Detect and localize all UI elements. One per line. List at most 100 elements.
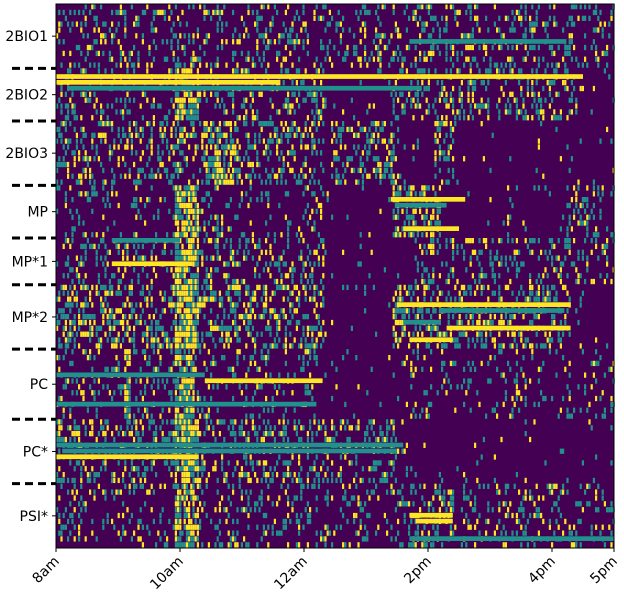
heatmap-cell xyxy=(194,284,197,291)
heatmap-cell xyxy=(203,226,206,232)
heatmap-cell xyxy=(467,91,470,97)
heatmap-cell xyxy=(537,4,540,10)
heatmap-cell xyxy=(122,319,125,326)
heatmap-cell xyxy=(106,290,109,296)
heatmap-cell xyxy=(489,319,492,326)
heatmap-cell xyxy=(267,44,270,51)
heatmap-cell xyxy=(262,355,265,361)
heatmap-cell xyxy=(214,179,217,185)
heatmap-cell xyxy=(509,197,512,203)
heatmap-cell xyxy=(564,314,567,320)
heatmap-cell xyxy=(355,44,358,51)
heatmap-cell xyxy=(562,355,565,361)
heatmap-cell xyxy=(97,156,100,162)
heatmap-cell xyxy=(137,50,140,57)
heatmap-cell xyxy=(377,167,380,174)
heatmap-cell xyxy=(97,27,100,33)
heatmap-cell xyxy=(540,249,543,255)
heatmap-cell xyxy=(342,419,345,425)
heatmap-cell xyxy=(432,15,435,21)
heatmap-cell xyxy=(174,197,177,203)
heatmap-cell xyxy=(188,179,191,185)
heatmap-cell xyxy=(260,384,263,390)
heatmap-cell xyxy=(128,290,131,296)
heatmap-cell xyxy=(192,33,195,39)
heatmap-cell xyxy=(170,144,173,150)
heatmap-cell xyxy=(124,355,127,361)
heatmap-cell xyxy=(265,395,268,402)
heatmap-cell xyxy=(137,407,140,413)
heatmap-cell xyxy=(408,343,411,349)
heatmap-cell xyxy=(185,419,188,425)
heatmap-cell xyxy=(93,4,96,10)
heatmap-cell xyxy=(295,319,298,326)
heatmap-cell xyxy=(265,355,268,361)
heatmap-cell xyxy=(188,355,191,361)
heatmap-cell xyxy=(603,243,606,250)
heatmap-cell xyxy=(309,419,312,425)
heatmap-cell xyxy=(372,431,375,437)
heatmap-cell xyxy=(284,56,287,62)
heatmap-cell xyxy=(216,243,219,250)
heatmap-cell xyxy=(518,15,521,21)
heatmap-cell xyxy=(183,226,186,232)
heatmap-cell xyxy=(397,185,400,191)
heatmap-cell xyxy=(194,319,197,326)
heatmap-cell xyxy=(276,314,279,320)
heatmap-cell xyxy=(113,273,116,279)
heatmap-cell xyxy=(474,343,477,349)
heatmap-cell xyxy=(564,39,567,45)
heatmap-cell xyxy=(172,50,175,57)
heatmap-cell xyxy=(564,80,567,86)
heatmap-cell xyxy=(185,132,188,138)
heatmap-cell xyxy=(64,161,67,168)
heatmap-cell xyxy=(522,355,525,361)
heatmap-cell xyxy=(229,366,232,372)
heatmap-cell xyxy=(463,109,466,115)
heatmap-cell xyxy=(170,126,173,133)
heatmap-cell xyxy=(89,290,92,296)
heatmap-cell xyxy=(69,208,72,214)
heatmap-cell xyxy=(551,44,554,51)
heatmap-cell xyxy=(60,179,63,185)
heatmap-cell xyxy=(364,27,367,33)
heatmap-cell xyxy=(485,238,488,244)
heatmap-cell xyxy=(139,366,142,372)
heatmap-cell xyxy=(441,349,444,355)
heatmap-cell xyxy=(293,419,296,425)
heatmap-cell xyxy=(106,103,109,109)
heatmap-cell xyxy=(513,255,516,261)
heatmap-cell xyxy=(199,431,202,437)
heatmap-cell xyxy=(177,360,180,367)
heatmap-cell xyxy=(480,360,483,367)
heatmap-cell xyxy=(295,284,298,291)
heatmap-cell xyxy=(313,349,316,355)
heatmap-cell xyxy=(282,390,285,396)
heatmap-cell xyxy=(100,296,103,302)
heatmap-cell xyxy=(562,56,565,62)
heatmap-cell xyxy=(359,9,362,16)
heatmap-cell xyxy=(469,314,472,320)
heatmap-cell xyxy=(150,255,153,261)
heatmap-cell xyxy=(322,15,325,21)
heatmap-cell xyxy=(218,103,221,109)
heatmap-cell xyxy=(401,226,404,232)
heatmap-cell xyxy=(232,372,235,378)
heatmap-cell xyxy=(179,314,182,320)
heatmap-cell xyxy=(137,319,140,326)
heatmap-cell xyxy=(381,33,384,39)
heatmap-cell xyxy=(179,197,182,203)
heatmap-cell xyxy=(434,220,437,226)
heatmap-cell xyxy=(405,68,408,74)
heatmap-cell xyxy=(75,21,78,27)
heatmap-cell xyxy=(570,413,573,419)
heatmap-cell xyxy=(438,33,441,39)
heatmap-cell xyxy=(192,349,195,355)
heatmap-cell xyxy=(78,343,81,349)
heatmap-cell xyxy=(317,68,320,74)
heatmap-cell xyxy=(515,372,518,378)
heatmap-cell xyxy=(449,56,452,62)
heatmap-cell xyxy=(311,343,314,349)
heatmap-cell xyxy=(190,109,193,115)
heatmap-cell xyxy=(172,103,175,109)
